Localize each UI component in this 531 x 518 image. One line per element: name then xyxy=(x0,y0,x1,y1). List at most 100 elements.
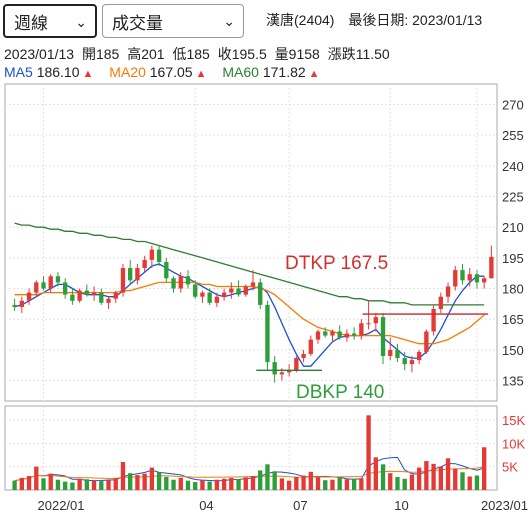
volume-bar xyxy=(308,471,313,490)
candle-body xyxy=(301,353,306,359)
x-tick-label: 07 xyxy=(293,498,307,513)
candle-body xyxy=(120,268,126,293)
candle-body xyxy=(164,261,169,279)
volume-bar xyxy=(380,464,386,490)
candle-body xyxy=(113,292,118,299)
volume-ma-line xyxy=(14,456,485,482)
candle-body xyxy=(467,274,472,281)
indicator-select[interactable]: 成交量 ⌄ xyxy=(102,4,244,38)
candle-body xyxy=(402,358,407,365)
volume-bar xyxy=(323,480,328,490)
volume-bar xyxy=(279,478,285,490)
candle-body xyxy=(149,249,155,260)
dtkp-annotation: DTKP 167.5 xyxy=(285,253,388,274)
candle-body xyxy=(366,323,371,325)
volume-bar xyxy=(142,473,147,490)
candle-body xyxy=(19,300,25,307)
volume-bar xyxy=(416,467,422,490)
stock-name: 漢唐(2404) xyxy=(266,12,335,28)
candle-body xyxy=(388,349,393,357)
candle-body xyxy=(359,323,364,336)
volume-bar xyxy=(41,478,46,490)
ohlc-date: 2023/01/13 xyxy=(4,46,75,62)
volume-bar xyxy=(229,477,234,490)
volume-bar xyxy=(26,476,32,490)
volume-bar xyxy=(467,476,472,490)
chevron-down-icon: ⌄ xyxy=(75,14,87,30)
candle-body xyxy=(63,282,68,295)
candle-body xyxy=(77,290,82,301)
candle-body xyxy=(55,276,61,283)
candle-body xyxy=(41,282,46,289)
candle-body xyxy=(424,331,429,352)
volume-bar xyxy=(149,467,155,490)
candle-body xyxy=(315,331,321,340)
candle-body xyxy=(34,282,39,293)
candle-body xyxy=(409,360,415,365)
candle-body xyxy=(214,296,220,303)
candle-body xyxy=(286,370,292,373)
ma20-label: MA20 xyxy=(109,64,146,80)
candle-body xyxy=(395,349,400,359)
candle-body xyxy=(250,282,256,287)
candle-body xyxy=(99,292,104,303)
candle-body xyxy=(380,317,386,357)
candle-body xyxy=(489,256,494,279)
ohlc-close: 收195.5 xyxy=(217,46,267,62)
ma60-up-arrow-icon: ▲ xyxy=(308,68,320,80)
volume-bar xyxy=(214,479,220,490)
ma60-value: 171.82 xyxy=(262,64,306,80)
candle-body xyxy=(351,333,357,336)
volume-bar xyxy=(250,476,256,490)
ohlc-low: 低185 xyxy=(172,46,210,62)
period-select-value: 週線 xyxy=(14,13,48,33)
volume-bar xyxy=(366,415,371,490)
volume-bar xyxy=(171,479,176,490)
volume-bar xyxy=(395,476,400,490)
price-tick-label: 150 xyxy=(502,343,524,358)
candle-body xyxy=(323,331,328,336)
candle-body xyxy=(416,351,422,361)
candle-body xyxy=(258,282,263,305)
volume-bar xyxy=(409,474,415,490)
x-tick-label: 10 xyxy=(394,498,408,513)
candle-body xyxy=(185,276,191,285)
volume-bar xyxy=(221,478,227,490)
volume-bar xyxy=(481,447,487,490)
candle-body xyxy=(200,292,205,297)
candle-body xyxy=(106,298,111,303)
price-tick-label: 165 xyxy=(502,312,524,327)
volume-bar xyxy=(156,472,162,490)
volume-bar xyxy=(19,477,25,490)
volume-bar xyxy=(258,470,263,490)
period-select[interactable]: 週線 ⌄ xyxy=(3,4,97,38)
volume-bar xyxy=(445,458,451,490)
dbkp-annotation: DBKP 140 xyxy=(296,382,384,403)
volume-bar xyxy=(301,475,306,490)
chevron-down-icon: ⌄ xyxy=(223,13,235,29)
candle-body xyxy=(84,290,90,295)
volume-bar xyxy=(77,478,82,490)
volume-bar xyxy=(185,480,191,490)
candle-body xyxy=(26,292,32,301)
volume-bar xyxy=(453,468,458,490)
candle-body xyxy=(279,372,285,375)
price-tick-label: 135 xyxy=(502,374,524,389)
price-tick-label: 195 xyxy=(502,251,524,266)
candle-body xyxy=(308,339,313,354)
volume-bar xyxy=(474,475,480,490)
candle-body xyxy=(243,286,248,295)
ma5-value: 186.10 xyxy=(36,64,80,80)
volume-tick-label: 5K xyxy=(502,460,518,475)
volume-bar xyxy=(351,478,357,490)
volume-bar xyxy=(236,479,241,490)
price-tick-label: 180 xyxy=(502,282,524,297)
volume-bar xyxy=(337,477,342,490)
volume-bar xyxy=(373,457,378,490)
candle-body xyxy=(344,333,350,338)
candle-body xyxy=(178,276,183,289)
volume-bar xyxy=(48,473,53,490)
candle-body xyxy=(453,270,458,287)
candle-body xyxy=(128,268,133,281)
